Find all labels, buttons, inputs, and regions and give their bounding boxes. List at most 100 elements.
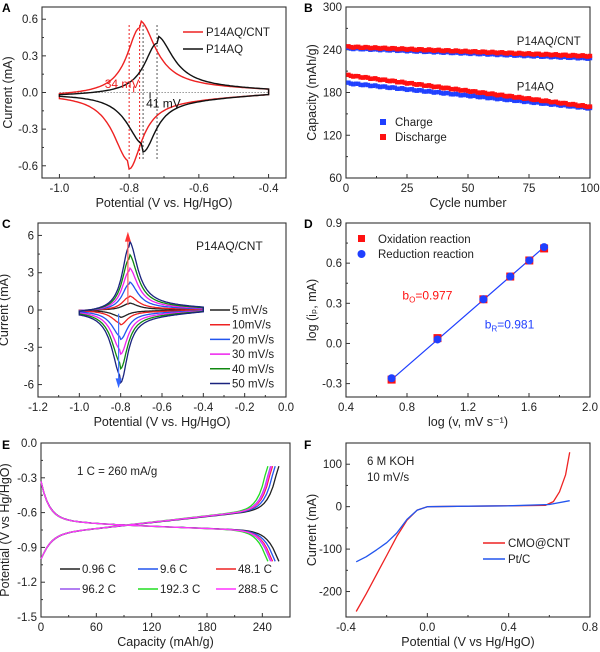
data-point (463, 92, 468, 97)
data-point (397, 86, 402, 91)
y-tick-label: -3 (24, 342, 34, 354)
legend-label: 30 mV/s (232, 349, 274, 361)
data-point (556, 100, 561, 105)
data-point (519, 95, 524, 101)
condition-annotation: 10 mV/s (367, 472, 409, 484)
data-point (470, 49, 476, 54)
b-value-annotation: bR=0.981 (485, 318, 535, 334)
data-point (353, 73, 358, 79)
data-point (356, 74, 361, 79)
data-point (438, 90, 444, 96)
y-tick-label: -1.5 (17, 612, 37, 624)
legend-label: Discharge (395, 132, 447, 144)
data-point (377, 84, 383, 90)
data-point (438, 48, 444, 53)
y-tick-label: 6 (28, 230, 34, 242)
x-tick-label: 0.8 (399, 402, 415, 414)
panel-label: D (304, 217, 313, 231)
data-point (509, 50, 515, 56)
data-point (512, 95, 517, 100)
data-point (475, 50, 480, 55)
data-point (399, 86, 405, 91)
data-point (497, 96, 502, 101)
data-point (382, 84, 388, 89)
legend-marker (380, 119, 386, 125)
data-point (380, 45, 385, 51)
data-point (548, 53, 554, 58)
data-point (565, 102, 571, 107)
x-tick-label: -0.4 (193, 402, 213, 414)
data-point (417, 82, 422, 87)
data-point (424, 83, 429, 88)
panel-label: A (2, 1, 11, 15)
data-point (475, 90, 480, 95)
data-point (363, 82, 368, 87)
y-tick-label: -6 (24, 380, 34, 392)
data-point (351, 82, 356, 87)
y-tick-label: 300 (323, 2, 342, 14)
data-point (534, 97, 539, 102)
data-point (446, 48, 451, 53)
data-point (490, 91, 495, 96)
data-point (575, 54, 580, 59)
data-point (390, 85, 395, 90)
x-tick-label: -1.0 (50, 183, 70, 195)
legend-label: P14AQ/CNT (206, 27, 270, 39)
x-tick-label: 0.0 (278, 402, 294, 414)
data-point (387, 85, 393, 91)
x-tick-label: 0.8 (582, 622, 598, 634)
data-point (517, 50, 522, 56)
data-point (399, 46, 405, 51)
data-point (546, 99, 551, 104)
data-point (468, 49, 473, 55)
data-point (502, 97, 507, 102)
legend-label: 5 mV/s (232, 305, 268, 317)
data-point (536, 51, 541, 56)
x-tick-label: 0.0 (419, 622, 435, 634)
x-tick-label: -0.8 (111, 402, 131, 414)
legend-label: P14AQ (206, 44, 243, 56)
data-point (429, 83, 434, 89)
data-point (582, 103, 588, 109)
data-point (385, 85, 390, 90)
data-point (504, 94, 510, 99)
data-point (495, 96, 500, 102)
data-point (414, 88, 419, 93)
data-point (521, 96, 527, 101)
data-point (441, 86, 446, 91)
cv-curve (78, 239, 204, 385)
data-point (543, 51, 549, 57)
arrow-down-head (115, 378, 122, 389)
data-point (407, 46, 412, 52)
panel-a: A -1.0 -0.8 -0.6 -0.4 -0.6 -0.3 0.0 0.3 0.6 Potent… (1, 1, 287, 210)
x-tick-label: 60 (90, 622, 103, 634)
data-point (529, 51, 534, 57)
data-point (531, 97, 537, 103)
data-point (490, 95, 495, 100)
x-tick-label: 240 (253, 622, 272, 634)
data-point (519, 98, 524, 104)
data-point (448, 92, 454, 97)
data-point (456, 87, 461, 92)
data-point (573, 102, 578, 107)
data-point (397, 80, 402, 85)
data-point (443, 48, 449, 53)
data-point (390, 78, 395, 83)
data-point (436, 89, 441, 95)
data-point (485, 91, 490, 97)
data-point (465, 88, 471, 94)
y-axis-label: Current (mA) (1, 56, 15, 128)
legend-label: CMO@CNT (508, 538, 570, 550)
data-point (429, 89, 434, 94)
data-point (551, 52, 556, 57)
data-point (395, 80, 400, 85)
y-tick-label: 0.6 (22, 14, 38, 26)
x-tick-label: 120 (142, 622, 161, 634)
data-point (365, 45, 371, 50)
data-point (453, 91, 458, 97)
data-point (399, 79, 405, 85)
y-tick-label: -0.3 (17, 473, 37, 485)
reduction-point (540, 243, 549, 252)
c-rate-annotation: 1 C = 260 mA/g (77, 466, 157, 478)
data-point (456, 92, 461, 97)
